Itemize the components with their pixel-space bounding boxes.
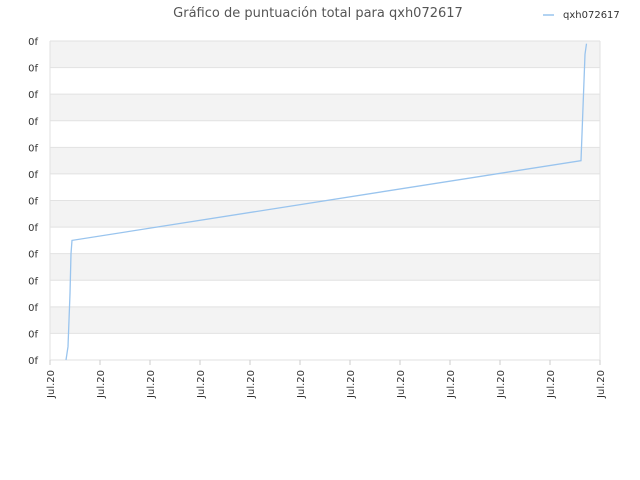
legend[interactable]: qxh072617 bbox=[543, 10, 620, 21]
grid-band bbox=[50, 41, 600, 68]
grid-band bbox=[50, 67, 600, 95]
x-tick-label: Jul.20 bbox=[346, 370, 357, 399]
grid-band bbox=[50, 333, 600, 360]
x-tick-label: Jul.20 bbox=[196, 370, 207, 399]
grid-band bbox=[50, 200, 600, 228]
y-tick-label: 0f bbox=[28, 90, 38, 101]
y-tick-label: 0f bbox=[28, 276, 38, 287]
y-tick-label: 0f bbox=[28, 64, 38, 75]
x-tick-label: Jul.20 bbox=[396, 370, 407, 399]
x-tick-label: Jul.20 bbox=[546, 370, 557, 399]
grid-band bbox=[50, 147, 600, 174]
series-layer bbox=[65, 43, 588, 361]
x-tick-label: Jul.20 bbox=[446, 370, 457, 399]
x-tick-label: Jul.20 bbox=[96, 370, 107, 399]
grid-band bbox=[50, 253, 600, 281]
grid-band bbox=[50, 94, 600, 121]
y-tick-label: 0f bbox=[28, 117, 38, 128]
plot-background bbox=[49, 40, 601, 361]
y-tick-label: 0f bbox=[28, 197, 38, 208]
y-tick-label: 0f bbox=[28, 143, 38, 154]
grid-band bbox=[50, 227, 600, 254]
y-tick-label: 0f bbox=[28, 329, 38, 340]
grid-band bbox=[50, 173, 600, 201]
grid-band bbox=[50, 120, 600, 148]
y-tick-label: 0f bbox=[28, 250, 38, 261]
legend-label: qxh072617 bbox=[563, 10, 620, 21]
y-axis: 0f 0f 0f 0f 0f 0f 0f 0f 0f 0f 0f 0f 0f bbox=[28, 37, 38, 367]
x-tick-label: Jul.20 bbox=[296, 370, 307, 399]
x-axis: Jul.20 Jul.20 Jul.20 Jul.20 Jul.20 Jul.20 Jul.… bbox=[46, 360, 607, 399]
x-tick-label: Jul.20 bbox=[246, 370, 257, 399]
grid-band bbox=[50, 306, 600, 334]
x-tick-label: Jul.20 bbox=[596, 370, 607, 399]
x-tick-label: Jul.20 bbox=[46, 370, 57, 399]
x-tick-label: Jul.20 bbox=[146, 370, 157, 399]
y-tick-label: 0f bbox=[28, 303, 38, 314]
x-tick-label: Jul.20 bbox=[496, 370, 507, 399]
chart-title: Gráfico de puntuación total para qxh0726… bbox=[173, 6, 463, 21]
y-tick-label: 0f bbox=[28, 223, 38, 234]
grid-band bbox=[50, 280, 600, 307]
y-tick-label: 0f bbox=[28, 170, 38, 181]
y-tick-label: 0f bbox=[28, 356, 38, 367]
series-line bbox=[65, 43, 588, 361]
y-tick-label: 0f bbox=[28, 37, 38, 48]
